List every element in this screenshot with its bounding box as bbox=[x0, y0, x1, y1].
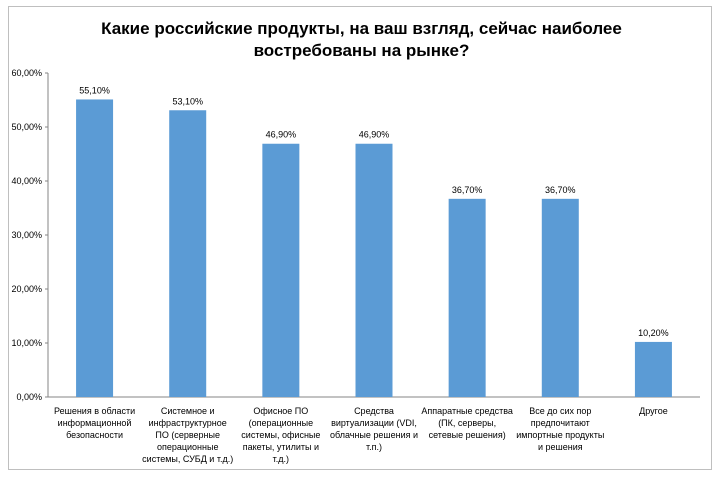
x-category-label-line: Решения в области bbox=[53, 406, 136, 416]
y-tick-label: 60,00% bbox=[11, 68, 42, 78]
x-category-label-line: Другое bbox=[639, 406, 668, 416]
chart-title: Какие российские продукты, на ваш взгляд… bbox=[0, 18, 723, 62]
bar bbox=[262, 143, 300, 397]
bar bbox=[448, 198, 486, 397]
x-category-label-line: т.п.) bbox=[366, 442, 382, 452]
bar-value-label: 46,90% bbox=[359, 130, 390, 140]
x-category-label: Аппаратные средства (ПК, серверы, сетевые … bbox=[421, 405, 513, 441]
x-category-label-line: предпочитают bbox=[530, 418, 590, 428]
bar bbox=[76, 99, 114, 398]
x-category-label: Другое bbox=[607, 405, 699, 417]
x-category-label-line: Все до сих пор bbox=[529, 406, 592, 416]
chart-title-line-2: востребованы на рынке? bbox=[253, 41, 470, 60]
x-category-label-line: импортные продукты bbox=[516, 430, 605, 440]
x-category-label: Офисное ПО (операционные системы, офисные п… bbox=[235, 405, 327, 465]
bar-value-label: 10,20% bbox=[638, 328, 669, 338]
x-category-label: Все до сих пор предпочитают импортные прод… bbox=[514, 405, 606, 453]
bar-value-label: 36,70% bbox=[545, 185, 576, 195]
bar-value-label: 46,90% bbox=[266, 130, 297, 140]
x-category-label-line: (операционные bbox=[248, 418, 314, 428]
bar bbox=[169, 110, 207, 397]
x-category-label-line: Аппаратные средства bbox=[421, 406, 513, 416]
x-category-label-line: Средства bbox=[354, 406, 394, 416]
x-category-label-line: пакеты, утилиты и bbox=[242, 442, 319, 452]
x-category-label-line: и решения bbox=[537, 442, 583, 452]
x-category-label-line: инфраструктурное bbox=[148, 418, 227, 428]
bar bbox=[634, 341, 672, 397]
bar bbox=[355, 143, 393, 397]
y-tick-label: 30,00% bbox=[11, 230, 42, 240]
y-tick-label: 20,00% bbox=[11, 284, 42, 294]
y-tick-label: 10,00% bbox=[11, 338, 42, 348]
x-category-label-line: информационной bbox=[57, 418, 132, 428]
x-category-label-line: виртуализации (VDI, bbox=[331, 418, 417, 428]
bar-value-label: 53,10% bbox=[172, 96, 203, 106]
y-tick-label: 50,00% bbox=[11, 122, 42, 132]
bar-value-label: 55,10% bbox=[79, 85, 110, 95]
x-category-label-line: Системное и bbox=[160, 406, 215, 416]
y-tick-label: 40,00% bbox=[11, 176, 42, 186]
x-category-label-line: облачные решения и bbox=[329, 430, 419, 440]
x-category-label-line: безопасности bbox=[66, 430, 124, 440]
x-category-label: Системное и инфраструктурное ПО (серверные… bbox=[142, 405, 234, 465]
y-tick-label: 0,00% bbox=[16, 392, 42, 402]
chart-title-line-1: Какие российские продукты, на ваш взгляд… bbox=[101, 19, 622, 38]
x-category-label-line: операционные bbox=[156, 442, 219, 452]
x-category-label: Решения в области информационной безопасно… bbox=[49, 405, 141, 441]
x-category-label-line: Офисное ПО bbox=[253, 406, 309, 416]
x-category-label-line: ПО (серверные bbox=[155, 430, 221, 440]
bar bbox=[541, 198, 579, 397]
x-category-label-line: системы, офисные bbox=[241, 430, 321, 440]
x-category-label-line: системы, СУБД и т.д.) bbox=[142, 454, 234, 464]
x-category-label-line: сетевые решения) bbox=[428, 430, 506, 440]
x-category-label-line: т.д.) bbox=[272, 454, 290, 464]
x-category-label-line: (ПК, серверы, bbox=[438, 418, 497, 428]
x-category-label: Средства виртуализации (VDI, облачные реше… bbox=[328, 405, 420, 453]
bar-value-label: 36,70% bbox=[452, 185, 483, 195]
